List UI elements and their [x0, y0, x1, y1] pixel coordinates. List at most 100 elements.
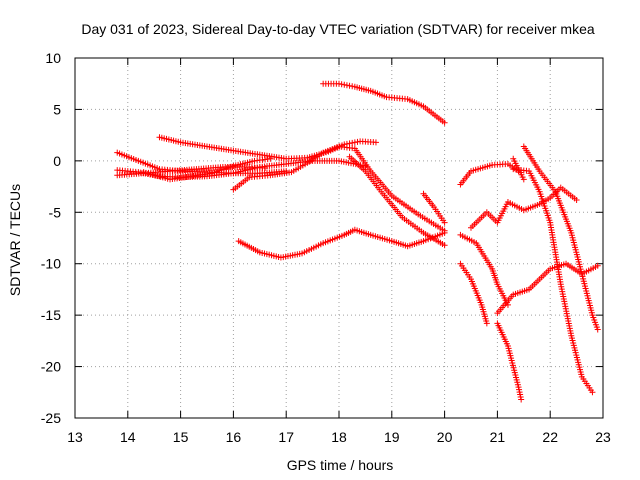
x-tick-label: 23	[595, 429, 611, 445]
series-segment-s9	[341, 227, 356, 238]
series-segment-s9	[299, 241, 324, 257]
series-segment-s11	[468, 162, 493, 175]
series-segment-s1	[114, 149, 140, 163]
series-segment-s4	[156, 134, 182, 145]
series-segment-s4	[177, 139, 208, 150]
series-segment-s8	[351, 83, 372, 94]
series-segment-s8	[367, 87, 388, 100]
chart-title: Day 031 of 2023, Sidereal Day-to-day VTE…	[81, 21, 594, 37]
series-segment-s17	[536, 188, 553, 224]
series-segment-s18	[589, 312, 600, 331]
series-segment-s6	[351, 145, 373, 173]
series-segment-s16	[563, 260, 583, 276]
series-segment-s16	[494, 293, 515, 317]
y-tick-label: 5	[53, 101, 61, 117]
series-segment-s18	[536, 168, 557, 193]
x-tick-label: 13	[67, 429, 83, 445]
series-segment-s16	[536, 267, 552, 283]
series-segment-s11	[457, 170, 473, 188]
series-segment-s18	[520, 143, 542, 173]
y-tick-label: -15	[41, 307, 61, 323]
series-segment-s9	[420, 230, 446, 245]
series-segment-s15	[494, 320, 510, 347]
x-tick-label: 21	[490, 429, 506, 445]
series-segment-s17	[526, 168, 542, 193]
series-segment-s17	[557, 281, 574, 337]
series-segment-s15	[504, 343, 521, 388]
series-point-s4	[372, 139, 379, 146]
x-tick-label: 17	[278, 429, 294, 445]
series-segment-s5	[230, 158, 256, 169]
series-segment-s14	[483, 209, 499, 224]
series-segment-s10	[420, 190, 436, 209]
series-segment-s9	[367, 231, 393, 244]
series-segment-s18	[578, 271, 595, 316]
y-tick-label: 10	[45, 50, 61, 66]
series-point-s7	[441, 242, 448, 249]
series-segment-s4	[204, 143, 234, 154]
series-segment-s8	[420, 103, 446, 125]
series-segment-s9	[256, 249, 282, 260]
series-segment-s3	[230, 164, 261, 177]
series-point-s8	[441, 119, 448, 126]
series-point-s5	[267, 155, 274, 162]
series-point-s15	[518, 396, 525, 403]
series-segment-s19	[510, 155, 526, 181]
y-tick-label: -10	[41, 256, 61, 272]
series-segment-s12	[473, 240, 494, 270]
series-segment-s8	[336, 80, 356, 90]
series-segment-s13	[478, 301, 490, 325]
series-segment-s1	[177, 168, 208, 176]
series-segment-s9	[404, 238, 425, 250]
series-segment-s2	[167, 166, 198, 175]
series-segment-s6	[388, 192, 420, 216]
series-segment-s7	[399, 214, 425, 235]
y-tick-label: 0	[53, 153, 61, 169]
x-tick-label: 15	[173, 429, 189, 445]
series-segment-s18	[568, 229, 585, 275]
series-point-s12	[504, 301, 511, 308]
series-segment-s1	[135, 157, 161, 172]
series-segment-s6	[415, 211, 446, 233]
series-segment-s6	[288, 161, 309, 176]
series-segment-s5	[209, 163, 235, 177]
x-tick-label: 16	[226, 429, 242, 445]
x-tick-label: 19	[384, 429, 400, 445]
y-tick-label: -5	[49, 204, 62, 220]
series-segment-s9	[235, 238, 261, 255]
series-segment-s6	[304, 150, 325, 166]
series-segment-s7	[362, 168, 383, 193]
series-segment-s4	[230, 147, 261, 158]
series-segment-s14	[494, 201, 510, 226]
y-axis-label: SDTVAR / TECUs	[7, 184, 23, 296]
x-tick-label: 20	[437, 429, 453, 445]
series-segment-s6	[230, 175, 251, 193]
series-segment-s5	[140, 169, 171, 182]
x-axis-label: GPS time / hours	[287, 457, 394, 473]
series-point-s14	[573, 196, 580, 203]
y-tick-label: -25	[41, 410, 61, 426]
series-segment-s13	[468, 276, 484, 306]
series-segment-s8	[404, 96, 425, 109]
series-segment-s10	[431, 204, 447, 224]
series-point-s13	[483, 320, 490, 327]
series-segment-s14	[468, 211, 489, 231]
ticks: 13 14 15 16 17 18 19 20 21 22 23 -25 -20 -15 -10 -5 0 5 10	[41, 50, 611, 445]
series-segment-s2	[193, 164, 224, 173]
series-segment-s17	[578, 373, 594, 394]
series-segment-s14	[504, 199, 525, 213]
series-point-s17	[589, 389, 596, 396]
series-segment-s16	[510, 287, 530, 298]
series-segment-s18	[552, 188, 574, 234]
series-segment-s14	[520, 201, 541, 214]
x-tick-label: 22	[542, 429, 558, 445]
series-point-s18	[594, 326, 601, 333]
series-segment-s9	[351, 226, 372, 238]
series-segment-s15	[515, 384, 524, 401]
series-point-s10	[441, 219, 448, 226]
series-segment-s3	[256, 161, 287, 171]
series-segment-s3	[309, 157, 340, 164]
series-point-s16	[594, 262, 601, 269]
series-point-s9	[441, 229, 448, 236]
